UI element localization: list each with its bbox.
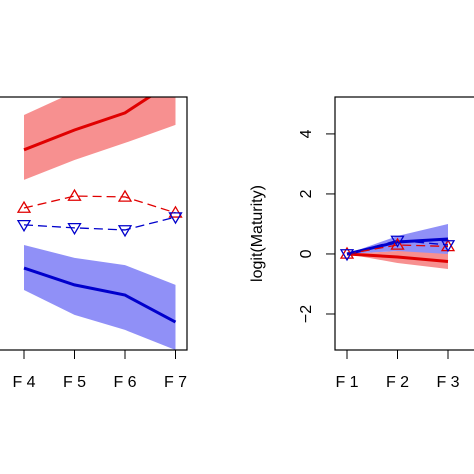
y-tick-label: 0: [298, 249, 315, 258]
plot-frame: [0, 96, 188, 351]
x-tick-label: F 1: [335, 374, 358, 391]
series-line: [23, 216, 176, 231]
marker: [67, 188, 82, 201]
x-tick-label: F 2: [386, 374, 409, 391]
x-tick-label: F 5: [63, 374, 86, 391]
marker: [16, 200, 32, 213]
confidence-band: [24, 244, 176, 350]
y-axis-label: logit(Maturity): [249, 185, 266, 282]
x-tick-label: F 7: [164, 374, 187, 391]
marker: [390, 235, 405, 248]
plot-area: [16, 97, 183, 350]
x-tick-label: F 6: [113, 374, 136, 391]
series-line: [346, 239, 449, 255]
y-tick-label: −2: [298, 305, 315, 323]
series-line: [23, 266, 177, 324]
plot-frame: [334, 96, 474, 351]
y-tick-label: 2: [298, 189, 315, 198]
series-line: [346, 244, 449, 255]
plot-area: [339, 223, 456, 269]
marker: [339, 249, 355, 262]
marker: [16, 220, 32, 233]
y-tick-label: 4: [298, 129, 315, 138]
x-tick-label: F 3: [436, 374, 459, 391]
series-line: [23, 97, 153, 152]
marker: [117, 189, 133, 202]
marker: [117, 225, 133, 238]
series-line: [23, 195, 176, 214]
series-line: [346, 252, 449, 263]
x-tick-label: F 4: [12, 374, 35, 391]
marker: [168, 205, 183, 218]
marker: [168, 212, 183, 225]
marker: [440, 240, 456, 253]
confidence-band: [24, 97, 176, 180]
marker: [390, 237, 405, 250]
marker: [67, 223, 82, 236]
